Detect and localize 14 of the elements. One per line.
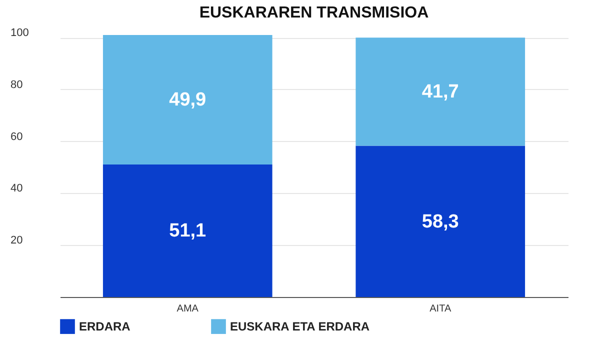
y-tick-label: 20 — [10, 234, 23, 247]
y-tick-label: 100 — [10, 27, 29, 40]
y-tick-label: 40 — [10, 182, 23, 195]
x-tick-label: AITA — [430, 304, 452, 314]
x-tick-label: AMA — [176, 304, 199, 314]
y-tick-label: 60 — [10, 130, 23, 143]
data-label: 41,7 — [422, 82, 459, 103]
legend-label: ERDARA — [79, 320, 131, 334]
chart-title: EUSKARAREN TRANSMISIOA — [199, 4, 430, 22]
legend-label: EUSKARA ETA ERDARA — [230, 320, 370, 334]
y-tick-label: 80 — [10, 78, 23, 91]
data-label: 49,9 — [169, 90, 206, 111]
data-label: 51,1 — [169, 220, 207, 242]
data-label: 58,3 — [422, 211, 459, 232]
